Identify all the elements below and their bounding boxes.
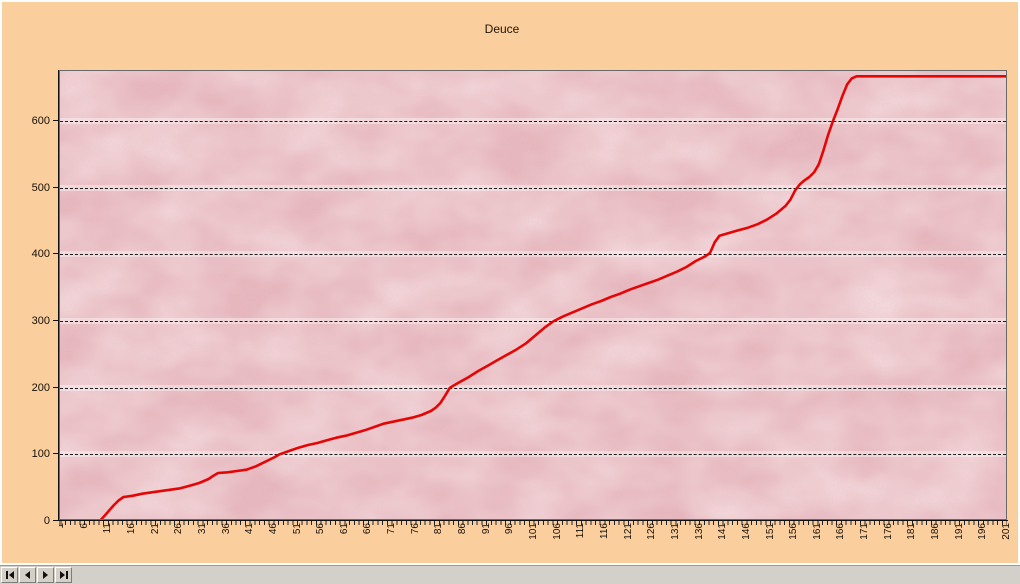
x-axis-label-111: 111: [575, 523, 587, 539]
arrow-right-icon: [59, 571, 65, 579]
gridline-200: [60, 387, 1006, 389]
y-axis-tick: [53, 120, 58, 121]
y-axis-label-400: 400: [31, 248, 50, 261]
y-axis-tick: [53, 453, 58, 455]
y-axis-label-0: 0: [43, 515, 50, 527]
tab-scroll-buttons: [0, 566, 74, 583]
x-axis-label-156: 156: [788, 523, 800, 540]
y-axis-tick: [53, 320, 58, 321]
gridline-500: [60, 187, 1006, 189]
x-axis-label-191: 191: [953, 523, 965, 540]
y-axis-label-300: 300: [31, 315, 50, 327]
x-axis-label-46: 46: [267, 523, 279, 535]
tab-scroll-prev-button[interactable]: [19, 567, 36, 583]
x-axis-label-71: 71: [386, 523, 398, 535]
x-axis-label-121: 121: [622, 523, 634, 540]
x-axis-label-131: 131: [669, 523, 681, 540]
arrow-left-icon: [8, 571, 14, 579]
x-axis-label-176: 176: [882, 523, 894, 540]
x-axis-label-166: 166: [835, 523, 847, 540]
x-axis-label-1: 1: [59, 523, 67, 557]
plot-area: [59, 70, 1007, 520]
x-axis-label-61: 61: [338, 523, 350, 535]
gridline-100: [60, 454, 1006, 456]
sheet-tab-label: életkor: [71, 570, 105, 582]
x-axis-label-126: 126: [646, 523, 658, 540]
y-axis-line: [58, 70, 59, 521]
tab-scroll-next-button[interactable]: [37, 567, 54, 583]
chart-canvas: Deuce 0 100 200 300 400 500 600: [0, 0, 1020, 565]
y-axis-labels: 0 100 200 300 400 500 600: [2, 70, 50, 527]
x-axis-line: [58, 520, 1008, 521]
y-axis-label-200: 200: [31, 381, 50, 394]
x-axis-label-116: 116: [598, 523, 610, 539]
x-axis-label-181: 181: [906, 523, 918, 540]
x-axis-label-136: 136: [693, 523, 705, 540]
x-axis-label-21: 21: [149, 523, 161, 535]
x-axis-label-26: 26: [173, 523, 185, 535]
x-axis-label-151: 151: [764, 523, 776, 540]
x-axis-label-86: 86: [457, 523, 469, 535]
x-axis-ticks: [59, 521, 1007, 525]
x-axis-label-91: 91: [480, 523, 492, 535]
chart-title: Deuce: [484, 22, 520, 36]
tab-scroll-first-button[interactable]: [1, 567, 18, 583]
x-axis-label-201: 201: [1001, 523, 1011, 540]
x-axis-label-11: 11: [102, 523, 114, 534]
x-axis-label-106: 106: [551, 523, 563, 540]
x-axis-label-66: 66: [362, 523, 374, 535]
x-axis-label-56: 56: [315, 523, 327, 535]
last-bar-icon: [65, 571, 68, 579]
x-axis-label-31: 31: [196, 523, 208, 535]
gridline-600: [60, 121, 1006, 122]
series-line-deuce: [99, 75, 1006, 519]
x-axis-label-16: 16: [125, 523, 137, 535]
y-axis-tick: [53, 520, 58, 521]
x-axis-label-196: 196: [977, 523, 989, 540]
arrow-left-icon: [25, 571, 30, 579]
x-axis-label-81: 81: [433, 523, 445, 535]
arrow-right-icon: [43, 571, 48, 579]
x-axis-label-141: 141: [717, 523, 729, 540]
x-axis-label-51: 51: [291, 523, 303, 535]
x-axis-label-101: 101: [528, 523, 539, 540]
y-axis-label-100: 100: [31, 448, 50, 461]
x-axis-label-146: 146: [740, 523, 752, 540]
x-axis-label-186: 186: [930, 523, 942, 540]
first-bar-icon: [5, 571, 8, 579]
x-axis-label-6: 6: [78, 523, 90, 529]
plot-texture: [60, 71, 1006, 519]
x-axis-label-76: 76: [409, 523, 421, 535]
x-axis-label-41: 41: [244, 523, 256, 535]
y-axis-ticks: [53, 70, 58, 522]
x-axis-label-96: 96: [504, 523, 516, 535]
x-axis-label-36: 36: [220, 523, 232, 535]
data-series-layer: [99, 75, 1006, 519]
tab-scroll-last-button[interactable]: [55, 567, 72, 583]
x-axis-label-171: 171: [859, 523, 871, 540]
y-axis-tick: [53, 253, 58, 255]
x-axis-labels: 1611162126313641465156616671768186919610…: [59, 520, 1011, 566]
y-axis-tick: [53, 186, 58, 188]
y-axis-tick: [53, 386, 58, 388]
gridline-400: [60, 254, 1006, 256]
y-axis-label-600: 600: [31, 115, 50, 127]
y-axis-label-500: 500: [31, 181, 50, 194]
gridline-300: [60, 321, 1006, 322]
x-axis-label-161: 161: [811, 523, 823, 540]
